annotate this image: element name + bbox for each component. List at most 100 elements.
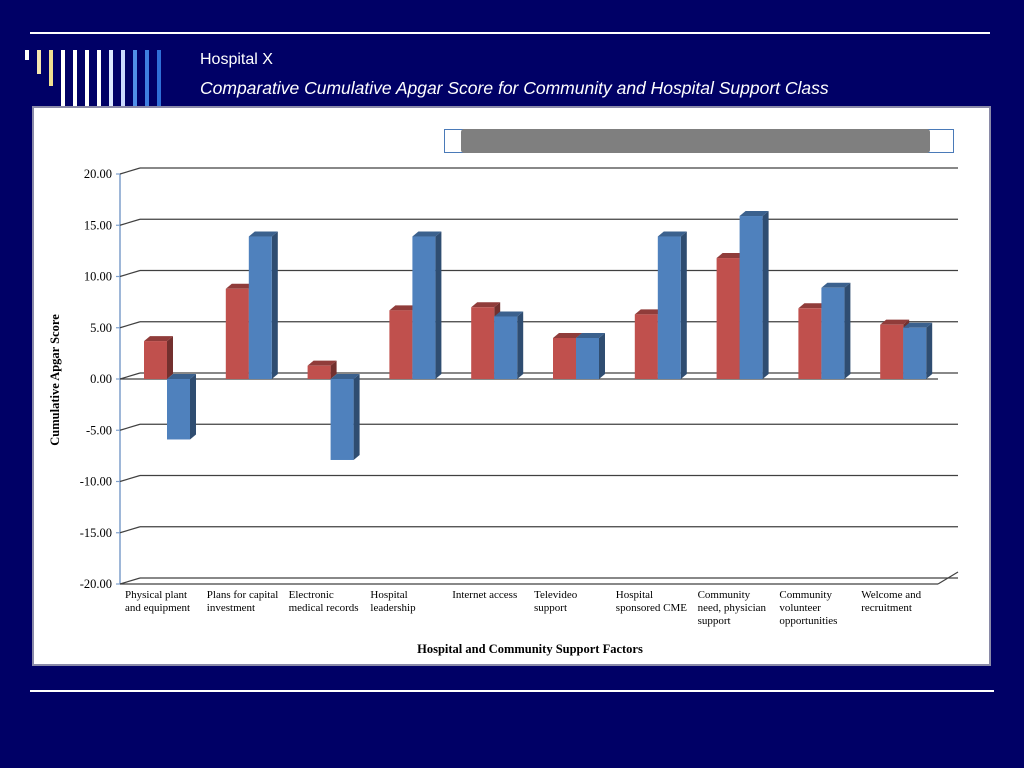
x-category-label: Televideo support <box>534 589 578 614</box>
bar <box>248 231 278 379</box>
bar <box>576 333 605 379</box>
bar-top <box>412 231 442 237</box>
bar-top <box>144 336 173 342</box>
x-axis-title: Hospital and Community Support Factors <box>417 642 643 656</box>
bar-front <box>576 338 599 379</box>
bar-side <box>762 211 769 379</box>
bar <box>167 374 196 440</box>
bar <box>657 231 687 379</box>
bar-front <box>225 288 249 379</box>
bar-side <box>190 374 196 440</box>
bar-top <box>248 231 278 237</box>
bar-top <box>307 360 337 366</box>
bar-top <box>880 319 910 325</box>
bar-top <box>821 282 851 288</box>
y-tick-label: -5.00 <box>86 423 112 437</box>
legend-bar <box>461 129 930 153</box>
x-category-label: Electronic medical records <box>289 589 359 614</box>
bar-front <box>330 379 354 460</box>
bar-side <box>926 322 933 379</box>
gridline-depth <box>119 474 141 483</box>
y-tick-label: 5.00 <box>90 321 112 335</box>
bar-side <box>599 333 605 379</box>
x-category-label: Physical plant and equipment <box>125 589 190 614</box>
bar-front <box>716 258 740 379</box>
bar-top <box>576 333 605 338</box>
bar-top <box>634 309 664 315</box>
bar-front <box>494 316 518 379</box>
bar-front <box>634 314 658 379</box>
gridline-depth <box>119 269 141 278</box>
bar-front <box>798 308 822 379</box>
gridline-depth <box>119 526 141 534</box>
bar-front <box>144 341 167 379</box>
gridline-depth <box>119 577 141 585</box>
x-category-label: Hospital sponsored CME <box>616 589 687 614</box>
bar-side <box>330 360 337 379</box>
gridline-depth <box>119 218 141 226</box>
bar-top <box>739 211 769 217</box>
x-category-label: Internet access <box>452 589 517 601</box>
slide-subtitle: Comparative Cumulative Apgar Score for C… <box>200 78 829 98</box>
y-tick-label: -20.00 <box>80 577 112 591</box>
floor-edge <box>937 571 959 585</box>
bar <box>821 282 851 379</box>
bar-front <box>412 236 436 379</box>
y-tick-label: -10.00 <box>80 475 112 489</box>
bar-front <box>248 236 272 379</box>
y-tick-label: -15.00 <box>80 526 112 540</box>
gridline-depth <box>119 372 141 380</box>
bar-top <box>553 333 582 338</box>
x-category-label: Community volunteer opportunities <box>779 589 837 627</box>
y-tick-label: 10.00 <box>84 270 112 284</box>
bar-side <box>517 311 524 379</box>
bar-top <box>167 374 196 379</box>
gridline-depth <box>119 167 141 175</box>
gridline-depth <box>119 423 141 431</box>
bar-front <box>167 379 190 440</box>
bar-front <box>821 287 845 379</box>
bar <box>330 374 360 460</box>
bar-top <box>657 231 687 237</box>
y-tick-label: 15.00 <box>84 218 112 232</box>
bottom-rule <box>30 690 994 692</box>
x-category-label: Hospital leadership <box>370 589 416 614</box>
bar <box>144 336 173 379</box>
bar <box>412 231 442 379</box>
gridline-depth <box>119 321 141 329</box>
bar-side <box>435 231 442 379</box>
bar-top <box>798 303 828 309</box>
x-category-label: Plans for capital investment <box>207 589 278 614</box>
slide-title: Hospital X <box>200 51 273 68</box>
bar <box>739 211 769 379</box>
bar-side <box>844 282 851 379</box>
bar-top <box>471 302 501 308</box>
y-tick-label: 0.00 <box>90 372 112 386</box>
bar-front <box>657 236 681 379</box>
decorative-stripes <box>25 50 175 108</box>
bar-front <box>389 310 413 379</box>
bar <box>903 322 933 379</box>
bar-top <box>716 253 746 259</box>
x-category-label: Welcome and recruitment <box>861 589 921 614</box>
top-rule <box>30 32 990 34</box>
bar-side <box>167 336 173 379</box>
bar-top <box>225 283 255 289</box>
bar-top <box>330 374 360 379</box>
bar-front <box>903 327 927 379</box>
bar-front <box>471 307 495 379</box>
x-category-label: Community need, physician support <box>698 589 767 627</box>
bar-side <box>680 231 687 379</box>
y-tick-label: 20.00 <box>84 167 112 181</box>
bar-top <box>494 311 524 317</box>
y-axis-title: Cumulative Apgar Score <box>48 314 62 446</box>
bar-top <box>903 322 933 328</box>
chart-panel <box>32 106 991 666</box>
bar <box>307 360 337 379</box>
bar-top <box>389 305 419 311</box>
bar <box>494 311 524 379</box>
bar-front <box>880 324 904 379</box>
bar-front <box>739 216 763 379</box>
bar-front <box>553 338 576 379</box>
